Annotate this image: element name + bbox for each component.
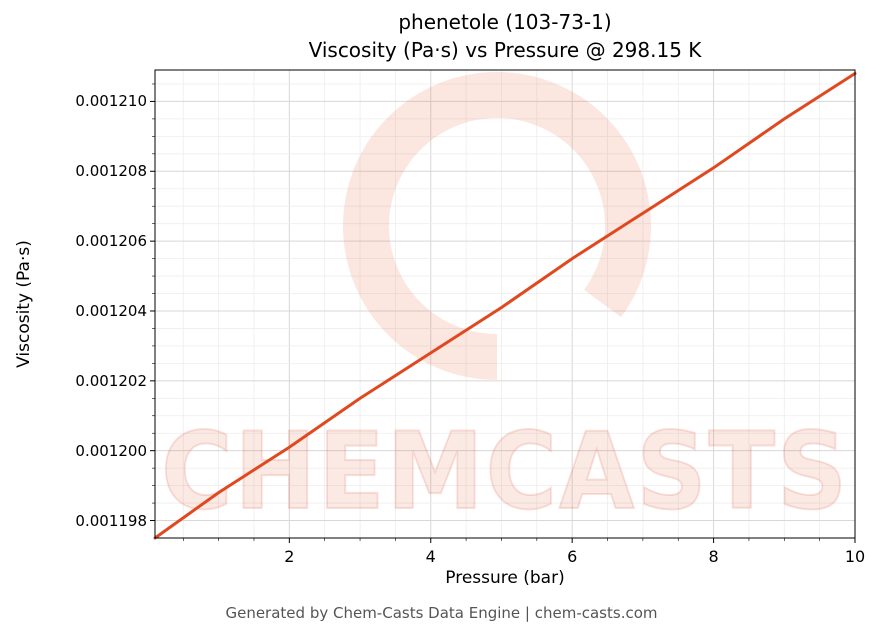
y-tick-label: 0.001206 [75, 232, 147, 251]
y-tick-label: 0.001198 [75, 511, 147, 530]
chart-title-line1: phenetole (103-73-1) [398, 10, 612, 34]
footer-credit: Generated by Chem-Casts Data Engine | ch… [225, 604, 658, 622]
watermark-text: CHEMCASTS [161, 410, 849, 533]
chart-title-line2: Viscosity (Pa·s) vs Pressure @ 298.15 K [308, 38, 702, 62]
x-tick-label: 6 [567, 547, 578, 566]
y-tick-label: 0.001202 [75, 371, 147, 390]
x-tick-label: 8 [708, 547, 719, 566]
y-tick-label: 0.001204 [75, 301, 147, 320]
x-tick-label: 4 [425, 547, 436, 566]
chemcasts-logo-watermark-icon [343, 72, 651, 380]
y-tick-label: 0.001208 [75, 162, 147, 181]
data-line [153, 72, 857, 540]
x-tick-label: 2 [284, 547, 295, 566]
y-tick-label: 0.001210 [75, 92, 147, 111]
axes-frame [154, 69, 856, 539]
y-axis-label: Viscosity (Pa·s) [14, 240, 34, 368]
y-tick-label: 0.001200 [75, 441, 147, 460]
x-tick-label: 10 [844, 547, 866, 566]
x-axis-label: Pressure (bar) [445, 568, 565, 588]
